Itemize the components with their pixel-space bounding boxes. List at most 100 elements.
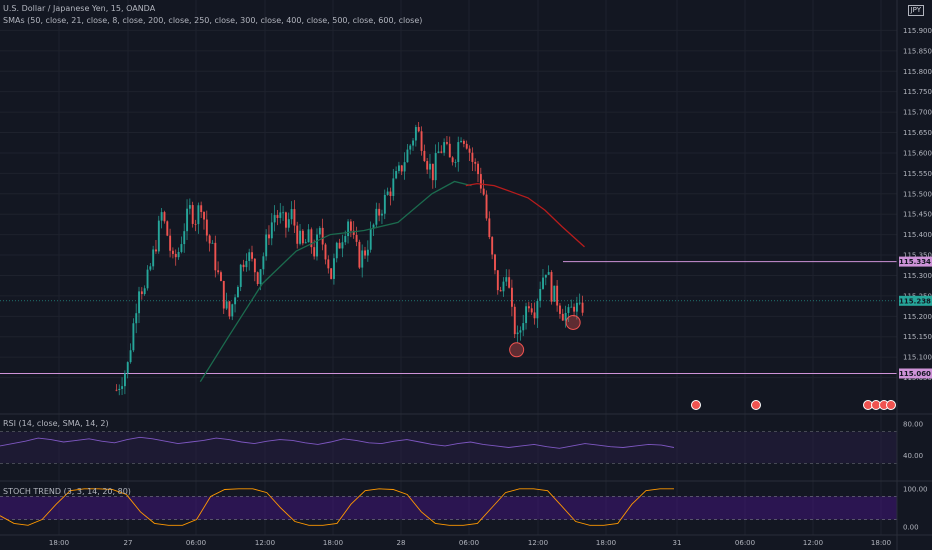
candle bbox=[446, 142, 448, 144]
candle bbox=[121, 386, 124, 389]
candle bbox=[251, 252, 253, 259]
price-tag bbox=[899, 256, 932, 267]
candle bbox=[222, 280, 225, 309]
candle bbox=[285, 212, 287, 228]
y-tick-label: 115.500 bbox=[903, 190, 932, 198]
sma-fast-line bbox=[199, 180, 472, 383]
y-tick-label: 115.550 bbox=[903, 170, 932, 178]
candle bbox=[279, 212, 282, 218]
candle bbox=[372, 224, 375, 229]
candle bbox=[290, 209, 293, 220]
rsi-pane[interactable] bbox=[0, 431, 897, 464]
candle bbox=[183, 231, 186, 245]
candle bbox=[513, 306, 516, 335]
price-tag bbox=[899, 295, 932, 306]
candle bbox=[149, 266, 152, 270]
candle bbox=[522, 323, 525, 331]
candle bbox=[262, 256, 265, 270]
y-tick-label: 115.650 bbox=[903, 129, 932, 137]
candle bbox=[505, 277, 508, 282]
candle bbox=[561, 313, 564, 321]
candle bbox=[542, 277, 544, 289]
candle bbox=[338, 242, 341, 249]
candle bbox=[217, 270, 220, 273]
candle bbox=[383, 194, 386, 214]
event-badge bbox=[691, 400, 701, 410]
candle bbox=[547, 272, 550, 275]
x-tick-label: 28 bbox=[397, 539, 406, 547]
candle bbox=[457, 142, 460, 162]
candle bbox=[132, 323, 135, 351]
y-tick-label: 115.850 bbox=[903, 47, 932, 55]
price-pane[interactable] bbox=[0, 122, 932, 410]
candle bbox=[259, 269, 262, 284]
candle bbox=[460, 140, 463, 143]
candle bbox=[327, 259, 330, 269]
y-tick-label: 115.700 bbox=[903, 109, 932, 117]
candle bbox=[389, 191, 392, 196]
x-tick-label: 27 bbox=[124, 539, 133, 547]
candle bbox=[423, 150, 426, 162]
x-tick-label: 06:00 bbox=[186, 539, 206, 547]
candle bbox=[118, 388, 121, 391]
candle bbox=[177, 251, 180, 258]
candle bbox=[191, 205, 194, 224]
candle bbox=[304, 242, 307, 244]
candle bbox=[172, 250, 174, 254]
x-tick-label: 31 bbox=[673, 539, 682, 547]
x-tick-label: 18:00 bbox=[323, 539, 343, 547]
candle bbox=[431, 163, 434, 181]
candle bbox=[126, 362, 129, 374]
sub-y-tick-label: 100.00 bbox=[903, 485, 928, 493]
candle bbox=[468, 148, 471, 153]
candle bbox=[564, 312, 567, 321]
candle bbox=[400, 165, 403, 172]
candle bbox=[361, 250, 364, 268]
candle bbox=[406, 149, 409, 163]
candle bbox=[581, 302, 584, 313]
candle bbox=[491, 237, 494, 255]
candle bbox=[525, 306, 528, 324]
y-tick-label: 115.100 bbox=[903, 354, 932, 362]
candle bbox=[155, 249, 157, 252]
candle bbox=[301, 230, 304, 244]
candle bbox=[440, 151, 443, 153]
candle bbox=[307, 229, 310, 243]
sub-y-tick-label: 80.00 bbox=[903, 420, 923, 428]
candle bbox=[398, 165, 400, 172]
candle bbox=[152, 249, 155, 267]
currency-label[interactable]: JPY bbox=[907, 5, 924, 16]
candle bbox=[381, 213, 383, 216]
band-fill bbox=[0, 431, 897, 464]
candle bbox=[553, 285, 556, 302]
x-tick-label: 06:00 bbox=[735, 539, 755, 547]
swing-low-marker bbox=[565, 314, 581, 330]
y-tick-label: 115.800 bbox=[903, 68, 932, 76]
candle bbox=[499, 290, 502, 292]
candle bbox=[270, 222, 273, 239]
candle bbox=[268, 234, 270, 239]
candle bbox=[163, 212, 166, 222]
x-tick-label: 06:00 bbox=[459, 539, 479, 547]
candle bbox=[220, 272, 222, 281]
candle bbox=[508, 277, 511, 288]
candle bbox=[188, 205, 191, 209]
candle bbox=[140, 291, 143, 295]
candle bbox=[253, 258, 256, 273]
candle bbox=[282, 212, 285, 214]
candle bbox=[344, 236, 347, 243]
stoch-legend: STOCH TREND (3, 3, 14, 20, 80) bbox=[3, 487, 131, 496]
x-tick-label: 18:00 bbox=[49, 539, 69, 547]
y-tick-label: 115.750 bbox=[903, 88, 932, 96]
candle bbox=[352, 230, 355, 235]
candle bbox=[454, 161, 457, 163]
candle bbox=[479, 174, 482, 189]
y-tick-label: 115.400 bbox=[903, 231, 932, 239]
x-tick-label: 18:00 bbox=[871, 539, 891, 547]
candle bbox=[200, 205, 203, 213]
stoch-pane[interactable] bbox=[0, 488, 897, 526]
candle bbox=[369, 228, 372, 250]
candle bbox=[203, 212, 205, 220]
